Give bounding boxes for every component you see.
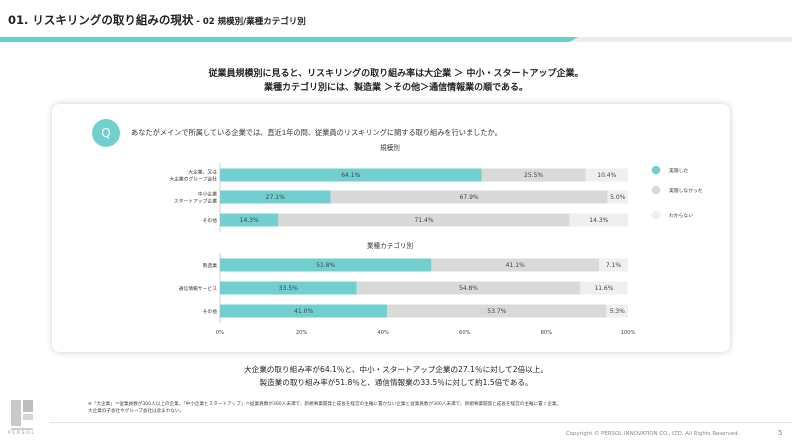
data-label: 54.8% <box>459 285 478 292</box>
question-badge: Q <box>92 119 120 147</box>
data-label: 41.0% <box>294 308 313 315</box>
bar-segment <box>607 190 628 204</box>
group-title: 規模別 <box>380 143 400 152</box>
data-label: 64.1% <box>341 172 360 179</box>
category-label: 製造業 <box>203 262 218 269</box>
page-subtitle: - 02 規模別/業種カテゴリ別 <box>193 17 306 27</box>
bar-segment <box>481 168 586 182</box>
category-label: 通信情報サービス <box>179 285 218 292</box>
x-tick-label: 0% <box>216 330 224 336</box>
copyright-text: Copyright © PERSOL INNOVATION CO., LTD. … <box>566 431 740 437</box>
summary-line-1: 大企業の取り組み率が64.1％と、中小・スタートアップ企業の27.1％に対して2… <box>244 365 548 374</box>
x-tick-label: 60% <box>459 330 471 336</box>
bar-segment <box>569 213 628 227</box>
bar-segment <box>220 190 331 204</box>
category-label: その他 <box>203 308 218 315</box>
data-label: 67.9% <box>460 194 479 201</box>
legend-label: 実施した <box>669 167 688 174</box>
bar-segment <box>220 168 482 182</box>
summary-line-2: 製造業の取り組み率が51.8％と、通信情報業の33.5％に対して約1.5倍である… <box>259 378 533 387</box>
headline-line-2: 業種カテゴリ別には、製造業 ＞その他＞通信情報業の順である。 <box>263 83 529 93</box>
legend-swatch <box>651 185 661 195</box>
page-title: 01. リスキリングの取り組みの現状 - 02 規模別/業種カテゴリ別 <box>8 12 306 28</box>
bar-segment <box>278 213 570 227</box>
data-label: 5.0% <box>610 194 626 201</box>
x-tick-label: 100% <box>621 330 636 336</box>
category-label: 大企業、又は <box>188 169 217 176</box>
bar-segment <box>431 258 600 272</box>
data-label: 51.8% <box>316 262 335 269</box>
footnote-line-1: ※「大企業」＝従業員数が300人以上の企業。「中小企業とスタートアップ」＝従業員… <box>88 402 562 407</box>
bar-segment <box>585 168 628 182</box>
x-tick-label: 20% <box>296 330 308 336</box>
header-rule-accent <box>0 37 578 42</box>
bar-segment <box>220 304 388 318</box>
data-label: 53.7% <box>487 308 506 315</box>
page-title-main: 01. リスキリングの取り組みの現状 <box>8 13 194 27</box>
headline-line-1: 従業員規模別に見ると、リスキリングの取り組み率は大企業 ＞ 中小・スタートアップ… <box>208 69 584 79</box>
group-title: 業種カテゴリ別 <box>367 241 414 250</box>
bar-segment <box>580 281 628 295</box>
data-label: 10.4% <box>597 172 616 179</box>
x-tick-label: 40% <box>377 330 389 336</box>
data-label: 11.6% <box>594 285 613 292</box>
data-label: 7.1% <box>606 262 622 269</box>
legend-label: 実施しなかった <box>669 187 703 194</box>
footer-divider <box>50 422 792 423</box>
logo-text: PERSOL <box>8 431 36 436</box>
category-label: 大企業のグループ会社 <box>169 176 217 183</box>
category-label: その他 <box>203 217 218 224</box>
persol-logo-icon <box>11 400 33 430</box>
x-tick-label: 80% <box>541 330 553 336</box>
bar-segment <box>330 190 608 204</box>
legend-label: わからない <box>669 212 693 219</box>
data-label: 33.5% <box>279 285 298 292</box>
data-label: 14.3% <box>240 217 259 224</box>
category-label: スタートアップ企業 <box>174 198 217 205</box>
bar-segment <box>387 304 607 318</box>
page-number: 5 <box>778 429 783 437</box>
data-label: 71.4% <box>414 217 433 224</box>
data-label: 14.3% <box>589 217 608 224</box>
bar-segment <box>606 304 628 318</box>
legend-swatch <box>651 165 661 175</box>
category-label: 中小企業 <box>198 191 217 198</box>
footnote-line-2: 大企業の子会社やグループ会社は含まれない。 <box>88 409 185 414</box>
data-label: 41.1% <box>506 262 525 269</box>
question-text: あなたがメインで所属している企業では、直近1年の間、従業員のリスキリングに関する… <box>131 128 502 137</box>
legend-swatch <box>651 210 661 220</box>
bar-segment <box>220 258 432 272</box>
bar-segment <box>356 281 581 295</box>
bar-segment <box>220 281 357 295</box>
bar-segment <box>220 213 279 227</box>
data-label: 25.5% <box>524 172 543 179</box>
bar-segment <box>599 258 628 272</box>
data-label: 27.1% <box>266 194 285 201</box>
data-label: 5.3% <box>610 308 626 315</box>
